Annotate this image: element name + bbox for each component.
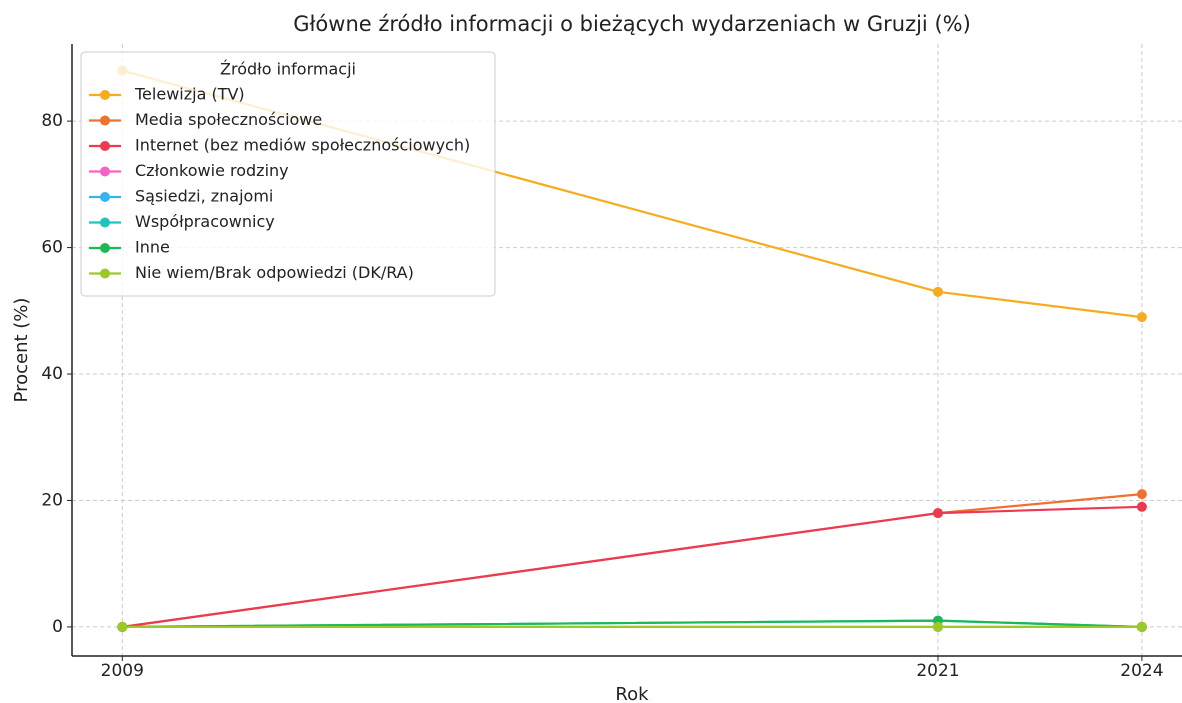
y-tick-label: 0: [52, 617, 63, 637]
legend-title: Źródło informacji: [220, 60, 356, 79]
x-tick-label: 2009: [101, 661, 144, 681]
x-axis-label: Rok: [615, 684, 649, 703]
legend-label: Sąsiedzi, znajomi: [135, 187, 273, 206]
series-line: [122, 505, 1142, 629]
legend-marker: [100, 192, 110, 202]
data-point: [932, 286, 943, 297]
legend-label: Członkowie rodziny: [135, 161, 289, 180]
y-axis-label: Procent (%): [11, 298, 32, 403]
legend-marker: [100, 141, 110, 151]
data-point: [1136, 312, 1147, 323]
chart-title: Główne źródło informacji o bieżących wyd…: [293, 12, 971, 36]
series-line: [122, 493, 1142, 629]
data-point: [117, 621, 128, 632]
legend-label: Inne: [135, 238, 170, 257]
y-tick-label: 20: [41, 490, 63, 510]
y-tick-label: 40: [41, 364, 63, 384]
legend-marker: [100, 90, 110, 100]
data-point: [932, 508, 943, 519]
legend-marker: [100, 268, 110, 279]
legend-marker: [100, 166, 110, 177]
legend-label: Współpracownicy: [135, 212, 275, 231]
legend-box: [80, 51, 496, 297]
x-tick-label: 2024: [1120, 661, 1163, 681]
x-tick-label: 2021: [916, 661, 959, 681]
legend-label: Internet (bez mediów społecznościowych): [135, 136, 470, 155]
legend-marker: [100, 243, 110, 253]
legend-label: Telewizja (TV): [134, 85, 245, 104]
y-tick-label: 80: [41, 111, 63, 131]
data-point: [1136, 621, 1147, 632]
legend-label: Nie wiem/Brak odpowiedzi (DK/RA): [135, 263, 414, 282]
legend: Źródło informacji Telewizja (TV) Media spo…: [80, 51, 496, 297]
data-point: [1136, 489, 1147, 500]
data-point: [1136, 501, 1147, 512]
legend-marker: [100, 217, 110, 228]
legend-marker: [100, 115, 110, 126]
y-tick-label: 60: [41, 238, 63, 258]
legend-label: Media społecznościowe: [135, 110, 322, 129]
data-point: [932, 621, 943, 632]
